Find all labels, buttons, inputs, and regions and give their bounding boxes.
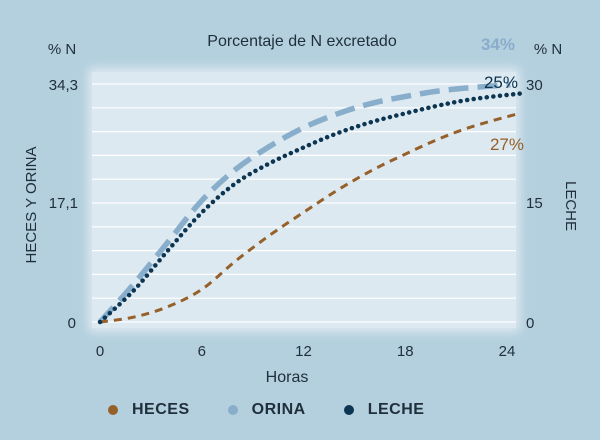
x-tick-label: 18 [397,343,414,360]
chart-title: Porcentaje de N excretado [207,33,397,50]
left-axis-label: HECES Y ORINA [23,147,40,264]
x-tick-label: 24 [499,343,516,360]
x-tick-label: 6 [198,343,206,360]
legend-item-orina: ORINA [227,401,306,419]
series-line-leche [97,91,523,325]
legend-item-leche: LECHE [343,401,425,419]
left-tick-1: 17,1 [49,195,78,212]
x-tick-label: 12 [295,343,312,360]
legend-item-heces: HECES [108,401,190,419]
x-tick-label: 0 [96,343,104,360]
legend-dot-heces [108,405,118,415]
right-tick-2: 30 [526,77,543,94]
legend-dot-orina [227,405,238,415]
legend-label-heces: HECES [132,401,190,418]
right-tick-0: 0 [526,315,534,332]
end-label-leche: 25% [484,73,518,92]
end-label-heces: 27% [490,135,524,154]
right-axis-label: LECHE [562,181,579,231]
legend-label-leche: LECHE [367,401,425,418]
left-unit-label: % N [48,41,76,58]
left-tick-0: 0 [68,315,76,332]
legend: HECES ORINA LECHE [108,398,468,422]
left-tick-2: 34,3 [49,77,78,94]
series-line-orina [97,81,511,324]
right-tick-1: 15 [526,195,543,212]
legend-label-orina: ORINA [251,401,306,418]
end-label-orina: 34% [481,35,515,54]
right-unit-label: % N [534,41,562,58]
x-axis-label: Horas [266,369,309,386]
legend-dot-leche [343,405,354,415]
plot-area [92,72,516,328]
